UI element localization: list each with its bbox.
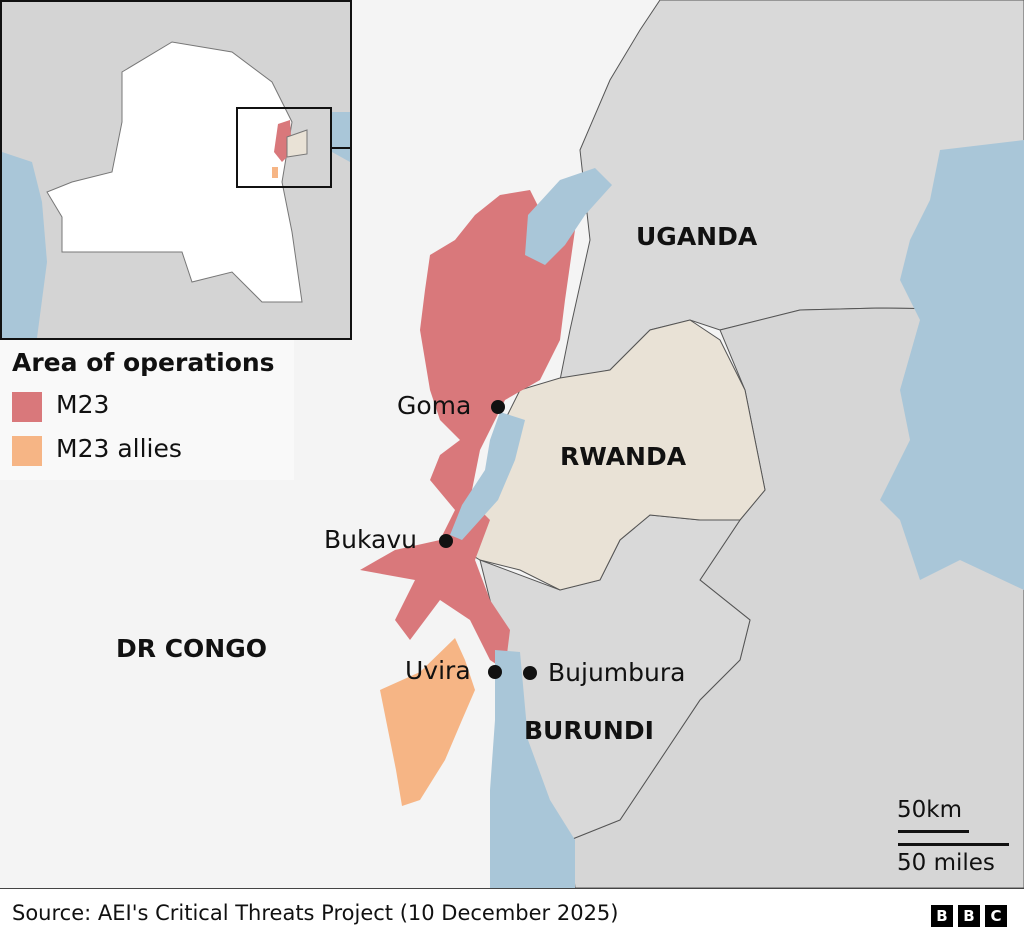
scale-miles-bar (898, 843, 1009, 846)
lake-kivu (450, 412, 525, 540)
label-bukavu: Bukavu (324, 525, 417, 554)
scale-km-bar (898, 830, 969, 833)
label-bujumbura: Bujumbura (548, 658, 686, 687)
label-uganda: UGANDA (636, 222, 758, 251)
scale-miles-label: 50 miles (897, 850, 995, 876)
m23-area (360, 190, 575, 670)
label-goma: Goma (397, 391, 472, 420)
label-drc: DR CONGO (116, 634, 268, 663)
inset-rwanda (286, 129, 308, 158)
legend-title: Area of operations (12, 348, 275, 377)
inset-lake (332, 112, 350, 162)
legend-swatch-m23-allies (12, 436, 42, 466)
label-uvira: Uvira (405, 656, 471, 685)
inset-m23-allies (272, 167, 278, 178)
inset-svg (2, 2, 350, 338)
uvira-marker (488, 665, 502, 679)
legend-swatch-m23 (12, 392, 42, 422)
bujumbura-marker (523, 666, 537, 680)
footer: Source: AEI's Critical Threats Project (… (0, 888, 1024, 939)
inset-map (0, 0, 352, 340)
lake-victoria (880, 140, 1024, 590)
label-burundi: BURUNDI (524, 716, 654, 745)
legend-label-m23-allies: M23 allies (56, 434, 182, 463)
label-rwanda: RWANDA (560, 442, 687, 471)
lake-tanganyika (490, 650, 575, 888)
scale-km-label: 50km (897, 797, 962, 823)
goma-marker (491, 400, 505, 414)
map (0, 0, 1024, 888)
m23-allies-area (380, 638, 475, 806)
legend-label-m23: M23 (56, 390, 110, 419)
lake-edward (525, 168, 612, 265)
inset-ocean (2, 152, 47, 338)
legend: Area of operations M23 M23 allies (0, 340, 294, 480)
source-text: Source: AEI's Critical Threats Project (… (12, 901, 619, 925)
bukavu-marker (439, 534, 453, 548)
